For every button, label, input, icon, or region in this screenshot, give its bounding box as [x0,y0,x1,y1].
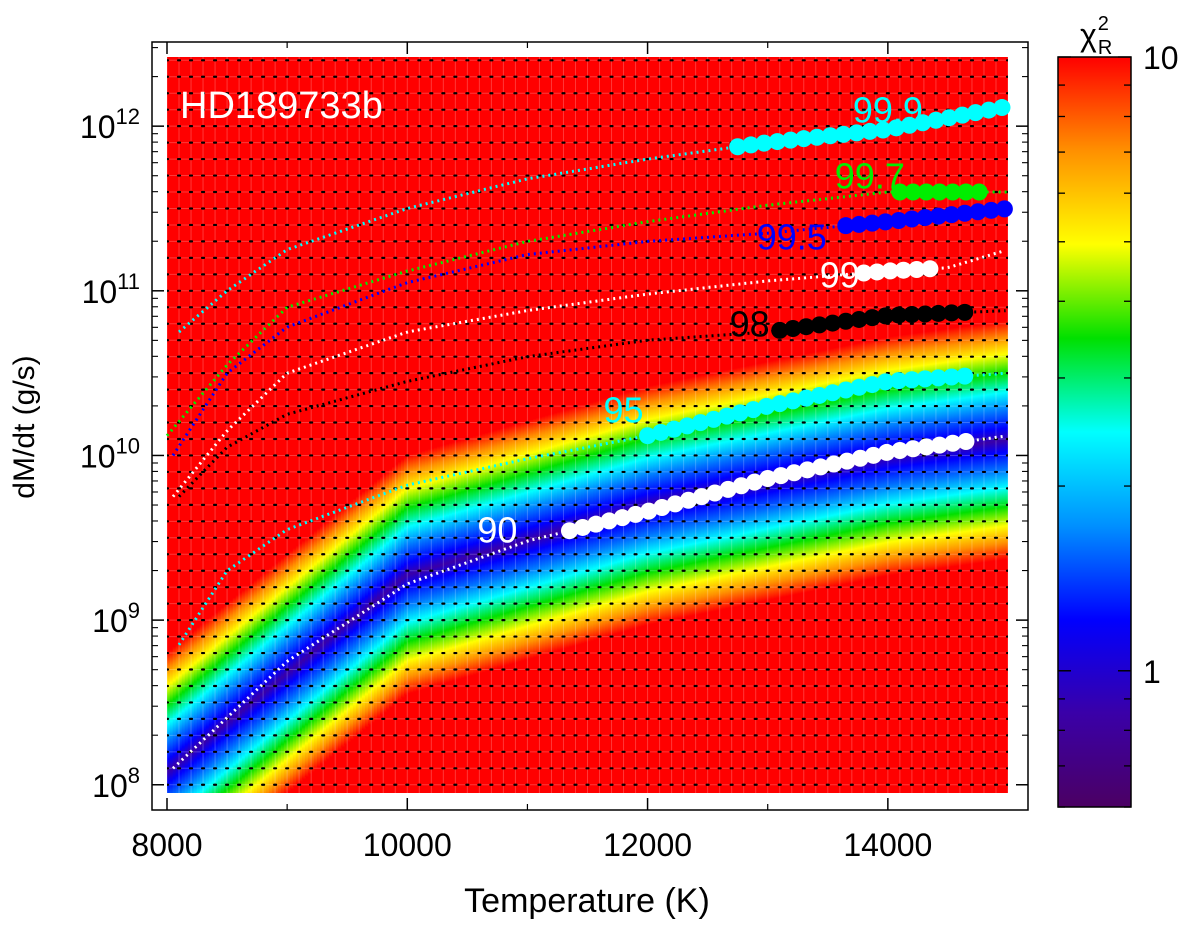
y-tick-label: 1011 [82,269,140,310]
colorbar: 1 10 χ2 R [1058,13,1179,807]
contour-label: 99.5 [757,216,827,257]
contour-marker [956,368,973,385]
contour-marker [956,304,973,321]
colorbar-scale [1058,57,1131,807]
x-tick-label: 10000 [363,827,452,863]
contour-label: 98 [730,304,770,345]
chart-figure: 90 95 98 9999.599.7 99.9 8000 10000 12000 14000… [0,0,1200,932]
colorbar-tick-label: 10 [1143,40,1179,76]
y-tick-label: 1012 [80,104,140,145]
x-tick-label: 14000 [843,827,932,863]
chart-title: HD189733b [180,85,383,127]
contour-label: 99 [820,254,860,295]
contour-marker [993,99,1010,116]
y-tick-label: 1010 [80,433,140,474]
contour-marker [971,184,988,201]
colorbar-tick-label: 1 [1143,654,1161,690]
contour-label: 90 [477,510,517,551]
x-tick-label: 12000 [603,827,692,863]
y-tick-label: 109 [92,598,140,639]
contour-label: 99.9 [853,90,923,131]
x-tick-label: 8000 [131,827,202,863]
contour-label: 99.7 [835,156,905,197]
contour-label: 95 [604,389,644,430]
x-axis-label: Temperature (K) [464,882,710,920]
y-tick-label: 108 [92,763,140,804]
contour-marker [996,200,1013,217]
contour-marker [957,433,974,450]
colorbar-label: χ2 R [1080,13,1112,59]
y-axis-label: dM/dt (g/s) [8,355,41,498]
contour-marker [921,260,938,277]
